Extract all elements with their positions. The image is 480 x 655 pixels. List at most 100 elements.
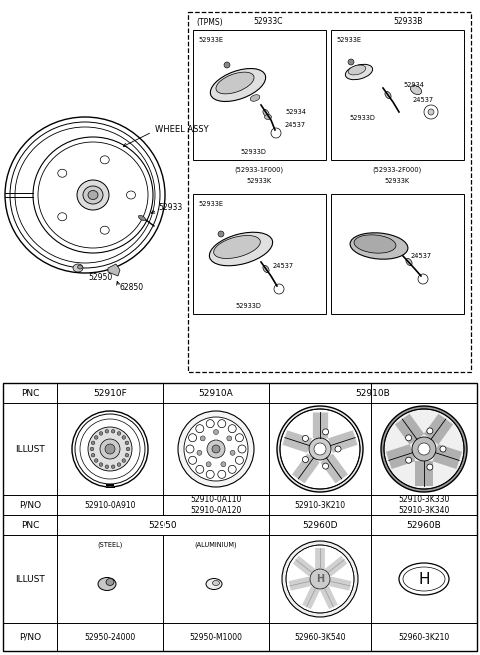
Text: 52933D: 52933D: [240, 149, 266, 155]
Text: 52960B: 52960B: [407, 521, 442, 529]
Circle shape: [230, 450, 235, 455]
Text: 24537: 24537: [413, 97, 434, 103]
Text: WHEEL ASSY: WHEEL ASSY: [155, 126, 209, 134]
Circle shape: [280, 409, 360, 489]
Text: 52910A: 52910A: [199, 388, 233, 398]
Circle shape: [105, 465, 108, 468]
Circle shape: [111, 430, 115, 433]
Ellipse shape: [106, 578, 114, 586]
Ellipse shape: [250, 95, 260, 102]
Circle shape: [189, 457, 197, 464]
Text: 52934: 52934: [285, 109, 306, 115]
Circle shape: [412, 437, 436, 461]
Ellipse shape: [83, 186, 103, 204]
Circle shape: [221, 462, 226, 467]
Circle shape: [428, 109, 434, 115]
Ellipse shape: [216, 72, 254, 94]
Circle shape: [122, 436, 126, 440]
Circle shape: [427, 428, 433, 434]
Circle shape: [302, 436, 309, 441]
Ellipse shape: [127, 191, 135, 199]
Text: (52933-2F000): (52933-2F000): [372, 167, 421, 174]
Text: 52950: 52950: [149, 521, 177, 529]
Bar: [193, 194, 326, 314]
Circle shape: [235, 457, 243, 464]
Bar: [193, 30, 326, 160]
Text: 52910B: 52910B: [356, 388, 390, 398]
Text: 24537: 24537: [411, 253, 432, 259]
Ellipse shape: [100, 226, 109, 234]
Circle shape: [224, 62, 230, 68]
Text: PNC: PNC: [21, 521, 39, 529]
Ellipse shape: [138, 215, 145, 221]
Circle shape: [228, 424, 236, 433]
Circle shape: [125, 441, 129, 445]
Circle shape: [88, 427, 132, 471]
Circle shape: [99, 463, 103, 466]
Text: 52960-3K540: 52960-3K540: [294, 633, 346, 641]
Ellipse shape: [264, 115, 272, 119]
Circle shape: [323, 429, 329, 435]
Text: 62850: 62850: [120, 284, 144, 293]
Circle shape: [314, 443, 326, 455]
Circle shape: [238, 445, 246, 453]
Text: 52933E: 52933E: [336, 37, 361, 43]
Ellipse shape: [354, 235, 396, 253]
Circle shape: [100, 439, 120, 459]
Text: 52910-3K330
52910-3K340: 52910-3K330 52910-3K340: [398, 495, 450, 515]
Circle shape: [235, 434, 243, 441]
Ellipse shape: [77, 265, 83, 269]
Circle shape: [227, 436, 232, 441]
Ellipse shape: [348, 65, 366, 75]
Text: H: H: [418, 572, 430, 586]
Circle shape: [286, 545, 354, 613]
Ellipse shape: [206, 578, 222, 590]
Text: 52950: 52950: [88, 274, 112, 282]
Circle shape: [206, 420, 214, 428]
Ellipse shape: [58, 169, 67, 178]
Circle shape: [212, 445, 220, 453]
Bar: [58, 516, 268, 534]
Text: 52933K: 52933K: [246, 178, 272, 184]
Circle shape: [309, 438, 331, 460]
Ellipse shape: [263, 109, 269, 117]
Bar: [3, 383, 477, 651]
Text: 52960D: 52960D: [302, 521, 338, 529]
Ellipse shape: [88, 191, 98, 200]
Text: 52960-3K210: 52960-3K210: [398, 633, 450, 641]
Text: 52933D: 52933D: [349, 115, 375, 121]
Ellipse shape: [73, 264, 83, 272]
Text: 52933E: 52933E: [198, 201, 223, 207]
Circle shape: [302, 457, 309, 462]
Circle shape: [381, 406, 467, 492]
Circle shape: [406, 435, 412, 441]
Circle shape: [117, 432, 121, 435]
Circle shape: [186, 445, 194, 453]
Text: 52910F: 52910F: [93, 388, 127, 398]
Text: 24537: 24537: [285, 122, 306, 128]
Circle shape: [126, 447, 130, 451]
Ellipse shape: [399, 563, 449, 595]
Bar: [331, 194, 464, 314]
Circle shape: [200, 436, 205, 441]
Text: (ALUMINIUM): (ALUMINIUM): [195, 542, 237, 548]
Circle shape: [282, 541, 358, 617]
Circle shape: [406, 457, 412, 463]
Circle shape: [105, 430, 108, 433]
Circle shape: [418, 443, 430, 455]
Circle shape: [214, 430, 218, 434]
Circle shape: [277, 406, 363, 492]
Text: ILLUST: ILLUST: [15, 445, 45, 453]
Ellipse shape: [77, 180, 109, 210]
Ellipse shape: [98, 578, 116, 591]
Circle shape: [99, 432, 103, 435]
Ellipse shape: [406, 259, 412, 265]
Circle shape: [271, 128, 281, 138]
Circle shape: [310, 569, 330, 589]
Text: P/NO: P/NO: [19, 500, 41, 510]
Circle shape: [274, 284, 284, 294]
Bar: [163, 515, 164, 534]
Text: (52933-1F000): (52933-1F000): [234, 167, 284, 174]
Circle shape: [178, 411, 254, 487]
Text: 52933E: 52933E: [198, 37, 223, 43]
